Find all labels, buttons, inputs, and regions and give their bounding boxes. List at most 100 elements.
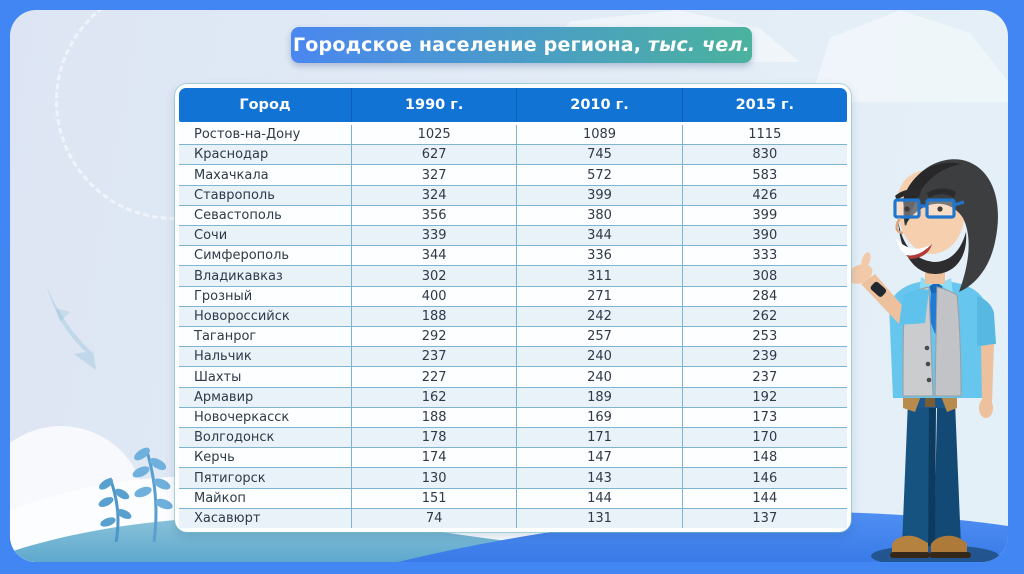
population-cell: 1089	[516, 125, 681, 145]
population-cell: 339	[351, 226, 516, 246]
population-cell: 400	[351, 286, 516, 306]
population-cell: 583	[681, 165, 847, 185]
city-cell: Майкоп	[194, 490, 246, 506]
table-row: Новороссийск 188 242 262	[179, 305, 847, 327]
collar	[939, 278, 953, 294]
population-cell: 74	[351, 508, 516, 529]
population-cell: 189	[516, 387, 681, 407]
shoes	[890, 535, 971, 558]
watch	[870, 281, 887, 297]
table-row: Нальчик 237 240 239	[179, 346, 847, 367]
population-cell: 271	[516, 286, 681, 306]
population-table: Город 1990 г. 2010 г. 2015 г. Ростов-на-Дон…	[175, 84, 851, 532]
population-cell: 171	[516, 428, 681, 448]
city-cell: Хасавюрт	[194, 510, 261, 526]
population-cell: 356	[351, 205, 516, 226]
population-cell: 302	[351, 266, 516, 286]
vest-buttons	[924, 345, 932, 383]
population-cell: 572	[516, 165, 681, 185]
population-cell: 131	[516, 508, 681, 529]
column-header: 2010 г.	[516, 88, 681, 122]
population-cell: 426	[681, 185, 847, 205]
city-cell: Симферополь	[194, 248, 290, 264]
population-cell: 1025	[351, 125, 516, 145]
jeans	[902, 392, 961, 546]
population-cell: 344	[516, 226, 681, 246]
column-header: 2015 г.	[681, 88, 847, 122]
population-cell: 1115	[681, 125, 847, 145]
population-cell: 143	[516, 468, 681, 488]
table-row: Шахты 227 240 237	[179, 366, 847, 387]
city-cell: Грозный	[194, 288, 253, 304]
population-cell: 178	[351, 428, 516, 448]
table-row: Майкоп 151 144 144	[179, 487, 847, 508]
table-row: Сочи 339 344 390	[179, 225, 847, 246]
faint-branch-decoration	[34, 278, 114, 382]
city-cell: Новороссийск	[194, 308, 290, 324]
population-cell: 333	[681, 246, 847, 266]
city-cell: Севастополь	[194, 207, 282, 223]
population-cell: 188	[351, 407, 516, 428]
population-cell: 237	[681, 367, 847, 387]
head	[893, 159, 998, 292]
city-cell: Ставрополь	[194, 187, 275, 203]
banner-unit: тыс. чел.	[647, 34, 751, 56]
city-cell: Сочи	[194, 228, 228, 244]
city-cell: Владикавказ	[194, 268, 283, 284]
population-cell: 192	[681, 387, 847, 407]
population-cell: 151	[351, 488, 516, 508]
population-cell: 311	[516, 266, 681, 286]
population-cell: 399	[516, 185, 681, 205]
table-header-row: Город 1990 г. 2010 г. 2015 г.	[179, 88, 847, 122]
city-cell: Волгодонск	[194, 430, 275, 446]
title-banner: Городское население региона, тыс. чел.	[291, 27, 752, 63]
table-row: Таганрог 292 257 253	[179, 326, 847, 347]
population-cell: 148	[681, 448, 847, 468]
table-row: Краснодар 627 745 830	[179, 144, 847, 165]
population-cell: 253	[681, 327, 847, 347]
table-row: Ростов-на-Дону 1025 1089 1115	[179, 125, 847, 145]
population-cell: 170	[681, 428, 847, 448]
city-cell: Керчь	[194, 450, 235, 466]
population-cell: 144	[516, 488, 681, 508]
population-cell: 399	[681, 205, 847, 226]
population-cell: 146	[681, 468, 847, 488]
table-row: Махачкала 327 572 583	[179, 164, 847, 185]
population-cell: 144	[681, 488, 847, 508]
table-row: Армавир 162 189 192	[179, 386, 847, 407]
population-cell: 147	[516, 448, 681, 468]
table-row: Волгодонск 178 171 170	[179, 427, 847, 448]
glasses	[893, 198, 965, 219]
population-cell: 745	[516, 145, 681, 165]
population-cell: 173	[681, 407, 847, 428]
table-row: Ставрополь 324 399 426	[179, 184, 847, 205]
population-cell: 830	[681, 145, 847, 165]
table-row: Севастополь 356 380 399	[179, 204, 847, 226]
population-cell: 257	[516, 327, 681, 347]
city-cell: Таганрог	[194, 329, 257, 345]
city-cell: Новочеркасск	[194, 409, 290, 425]
population-cell: 240	[516, 367, 681, 387]
table-row: Грозный 400 271 284	[179, 285, 847, 306]
population-cell: 169	[516, 407, 681, 428]
right-arm	[977, 296, 996, 418]
population-cell: 292	[351, 327, 516, 347]
table-row: Керчь 174 147 148	[179, 447, 847, 468]
population-cell: 308	[681, 266, 847, 286]
population-cell: 237	[351, 347, 516, 367]
population-cell: 239	[681, 347, 847, 367]
banner-title: Городское население региона,	[292, 34, 642, 56]
population-cell: 284	[681, 286, 847, 306]
table-row: Владикавказ 302 311 308	[179, 265, 847, 286]
column-header: 1990 г.	[351, 88, 516, 122]
city-cell: Армавир	[194, 389, 254, 405]
population-cell: 227	[351, 367, 516, 387]
city-cell: Краснодар	[194, 147, 269, 163]
table-row: Хасавюрт 74 131 137	[179, 507, 847, 529]
population-cell: 390	[681, 226, 847, 246]
city-cell: Нальчик	[194, 349, 252, 365]
city-cell: Махачкала	[194, 167, 269, 183]
population-cell: 188	[351, 306, 516, 327]
population-cell: 242	[516, 306, 681, 327]
population-cell: 327	[351, 165, 516, 185]
